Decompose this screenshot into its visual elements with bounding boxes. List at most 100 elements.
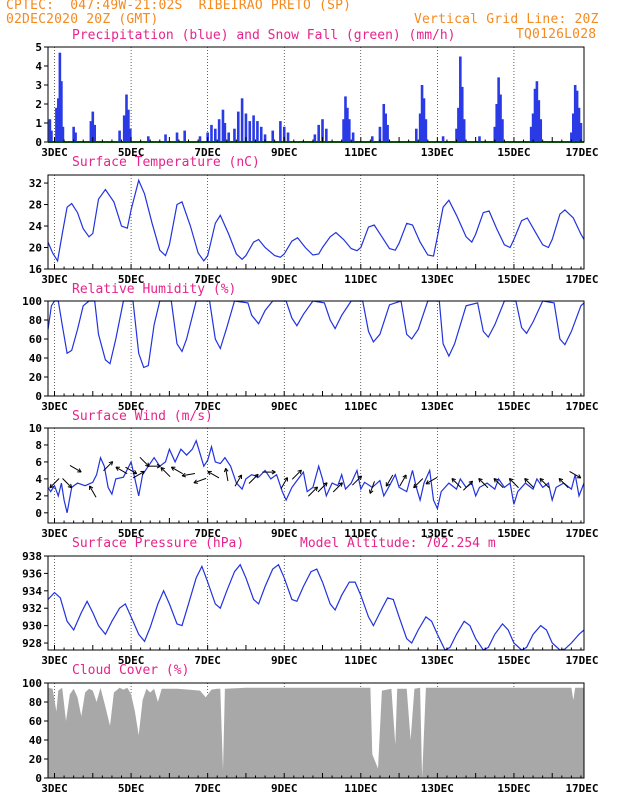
wind-arrow-head [156, 463, 161, 467]
wind-arrow [539, 478, 550, 489]
wind-xtick-label: 15DEC [497, 527, 530, 540]
precip-bar [183, 130, 186, 142]
cloud-ytick-label: 40 [29, 734, 42, 747]
precip-bar [460, 86, 464, 142]
wind-arrow-head [297, 469, 302, 472]
precip-bar [420, 85, 424, 142]
wind-arrow [62, 478, 73, 489]
wind-arrow-head [357, 475, 362, 478]
pres-xtick-label: 9DEC [271, 654, 298, 667]
precip-xtick-label: 3DEC [41, 146, 68, 159]
wind-arrow-head [134, 469, 138, 474]
precip-ytick-label: 2 [35, 98, 42, 111]
precip-bar [259, 126, 263, 142]
wind-arrow-head [299, 469, 302, 475]
wind-arrow-head [468, 480, 473, 483]
wind-arrow-shaft [413, 478, 424, 489]
wind-arrow-head [111, 461, 114, 466]
cloud-xtick-label: 11DEC [344, 782, 377, 795]
pres-frame [47, 555, 585, 651]
temp-ytick-label: 32 [29, 177, 42, 190]
rh-title: Relative Humidity (%) [72, 282, 237, 297]
precip-bar [93, 124, 97, 142]
wind-arrow-shaft [49, 478, 60, 489]
wind-arrow [508, 478, 519, 489]
wind-ytick-label: 4 [35, 473, 42, 486]
rh-panel [44, 300, 585, 397]
precip-bar [50, 130, 53, 142]
wind-arrow [317, 482, 328, 493]
wind-arrow-shaft [539, 478, 550, 489]
precip-bar [577, 107, 581, 142]
wind-arrow-shaft [62, 478, 73, 489]
pres-line [47, 563, 585, 651]
precip-bar [263, 134, 267, 142]
precip-bar [346, 107, 349, 142]
precip-bar [537, 100, 541, 142]
wind-arrow-head [207, 471, 211, 476]
precip-bar [252, 115, 255, 142]
temp-frame [47, 174, 585, 270]
cloud-ytick-label: 80 [29, 696, 42, 709]
wind-arrow [262, 469, 276, 475]
wind-arrow [463, 480, 474, 491]
wind-arrow-head [524, 478, 527, 483]
wind-arrow-shaft [493, 478, 504, 489]
wind-arrow [399, 474, 407, 487]
precip-bar [240, 98, 244, 142]
cloud-xtick-label: 5DEC [118, 782, 145, 795]
precip-bar [321, 119, 324, 142]
precip-bar [575, 90, 579, 142]
temp-ytick-label: 24 [29, 220, 43, 233]
wind-arrow-shaft [524, 478, 535, 489]
precip-bar [210, 124, 213, 142]
precip-bar [539, 119, 543, 142]
precip-xtick-label: 17DEC [565, 146, 598, 159]
pres-xtick-label: 15DEC [497, 654, 530, 667]
wind-ytick-label: 2 [35, 490, 42, 503]
precip-xtick-label: 13DEC [421, 146, 454, 159]
precip-bar [89, 121, 93, 142]
rh-xtick-label: 11DEC [344, 400, 377, 413]
temp-title: Surface Temperature (nC) [72, 155, 260, 170]
wind-arrow [451, 478, 462, 489]
wind-arrow [160, 467, 171, 478]
wind-arrow-shaft [425, 476, 438, 485]
rh-ytick-label: 0 [35, 390, 42, 403]
wind-arrow-shaft [160, 467, 171, 478]
precip-bar [125, 94, 128, 142]
precip-bar [344, 96, 347, 142]
wind-arrow-head [256, 474, 259, 479]
precip-panel [44, 46, 585, 143]
precip-bar [495, 104, 499, 142]
wind-arrow-head [89, 485, 94, 489]
wind-arrow [193, 477, 207, 484]
precip-bar [58, 52, 62, 143]
cloud-xtick-label: 15DEC [497, 782, 530, 795]
pres-altitude: Model Altitude: 702.254 m [300, 536, 496, 551]
wind-xtick-label: 7DEC [194, 527, 221, 540]
precip-bar [317, 124, 320, 142]
wind-arrow-shaft [451, 478, 462, 489]
wind-arrow-shaft [115, 466, 128, 475]
pres-xtick-label: 13DEC [421, 654, 454, 667]
header-datetime: 02DEC2020 20Z (GMT) [6, 12, 159, 27]
wind-arrow-head [170, 466, 174, 471]
cloud-ytick-label: 0 [35, 772, 42, 785]
wind-arrow-head [338, 482, 343, 485]
precip-bar [533, 88, 537, 142]
wind-arrow-head [193, 479, 197, 484]
wind-arrow-head [325, 482, 328, 487]
precip-bar [279, 121, 282, 142]
precip-ytick-label: 5 [35, 41, 42, 54]
wind-arrow-head [509, 478, 514, 481]
wind-arrow-head [78, 468, 82, 473]
cloud-xtick-label: 13DEC [421, 782, 454, 795]
precip-bar [535, 81, 539, 142]
precip-bar [91, 111, 95, 142]
precip-bar [286, 132, 290, 142]
wind-arrow-head [413, 486, 418, 489]
pres-panel [44, 555, 585, 651]
cloud-xtick-label: 17DEC [565, 782, 598, 795]
pres-xtick-label: 11DEC [344, 654, 377, 667]
